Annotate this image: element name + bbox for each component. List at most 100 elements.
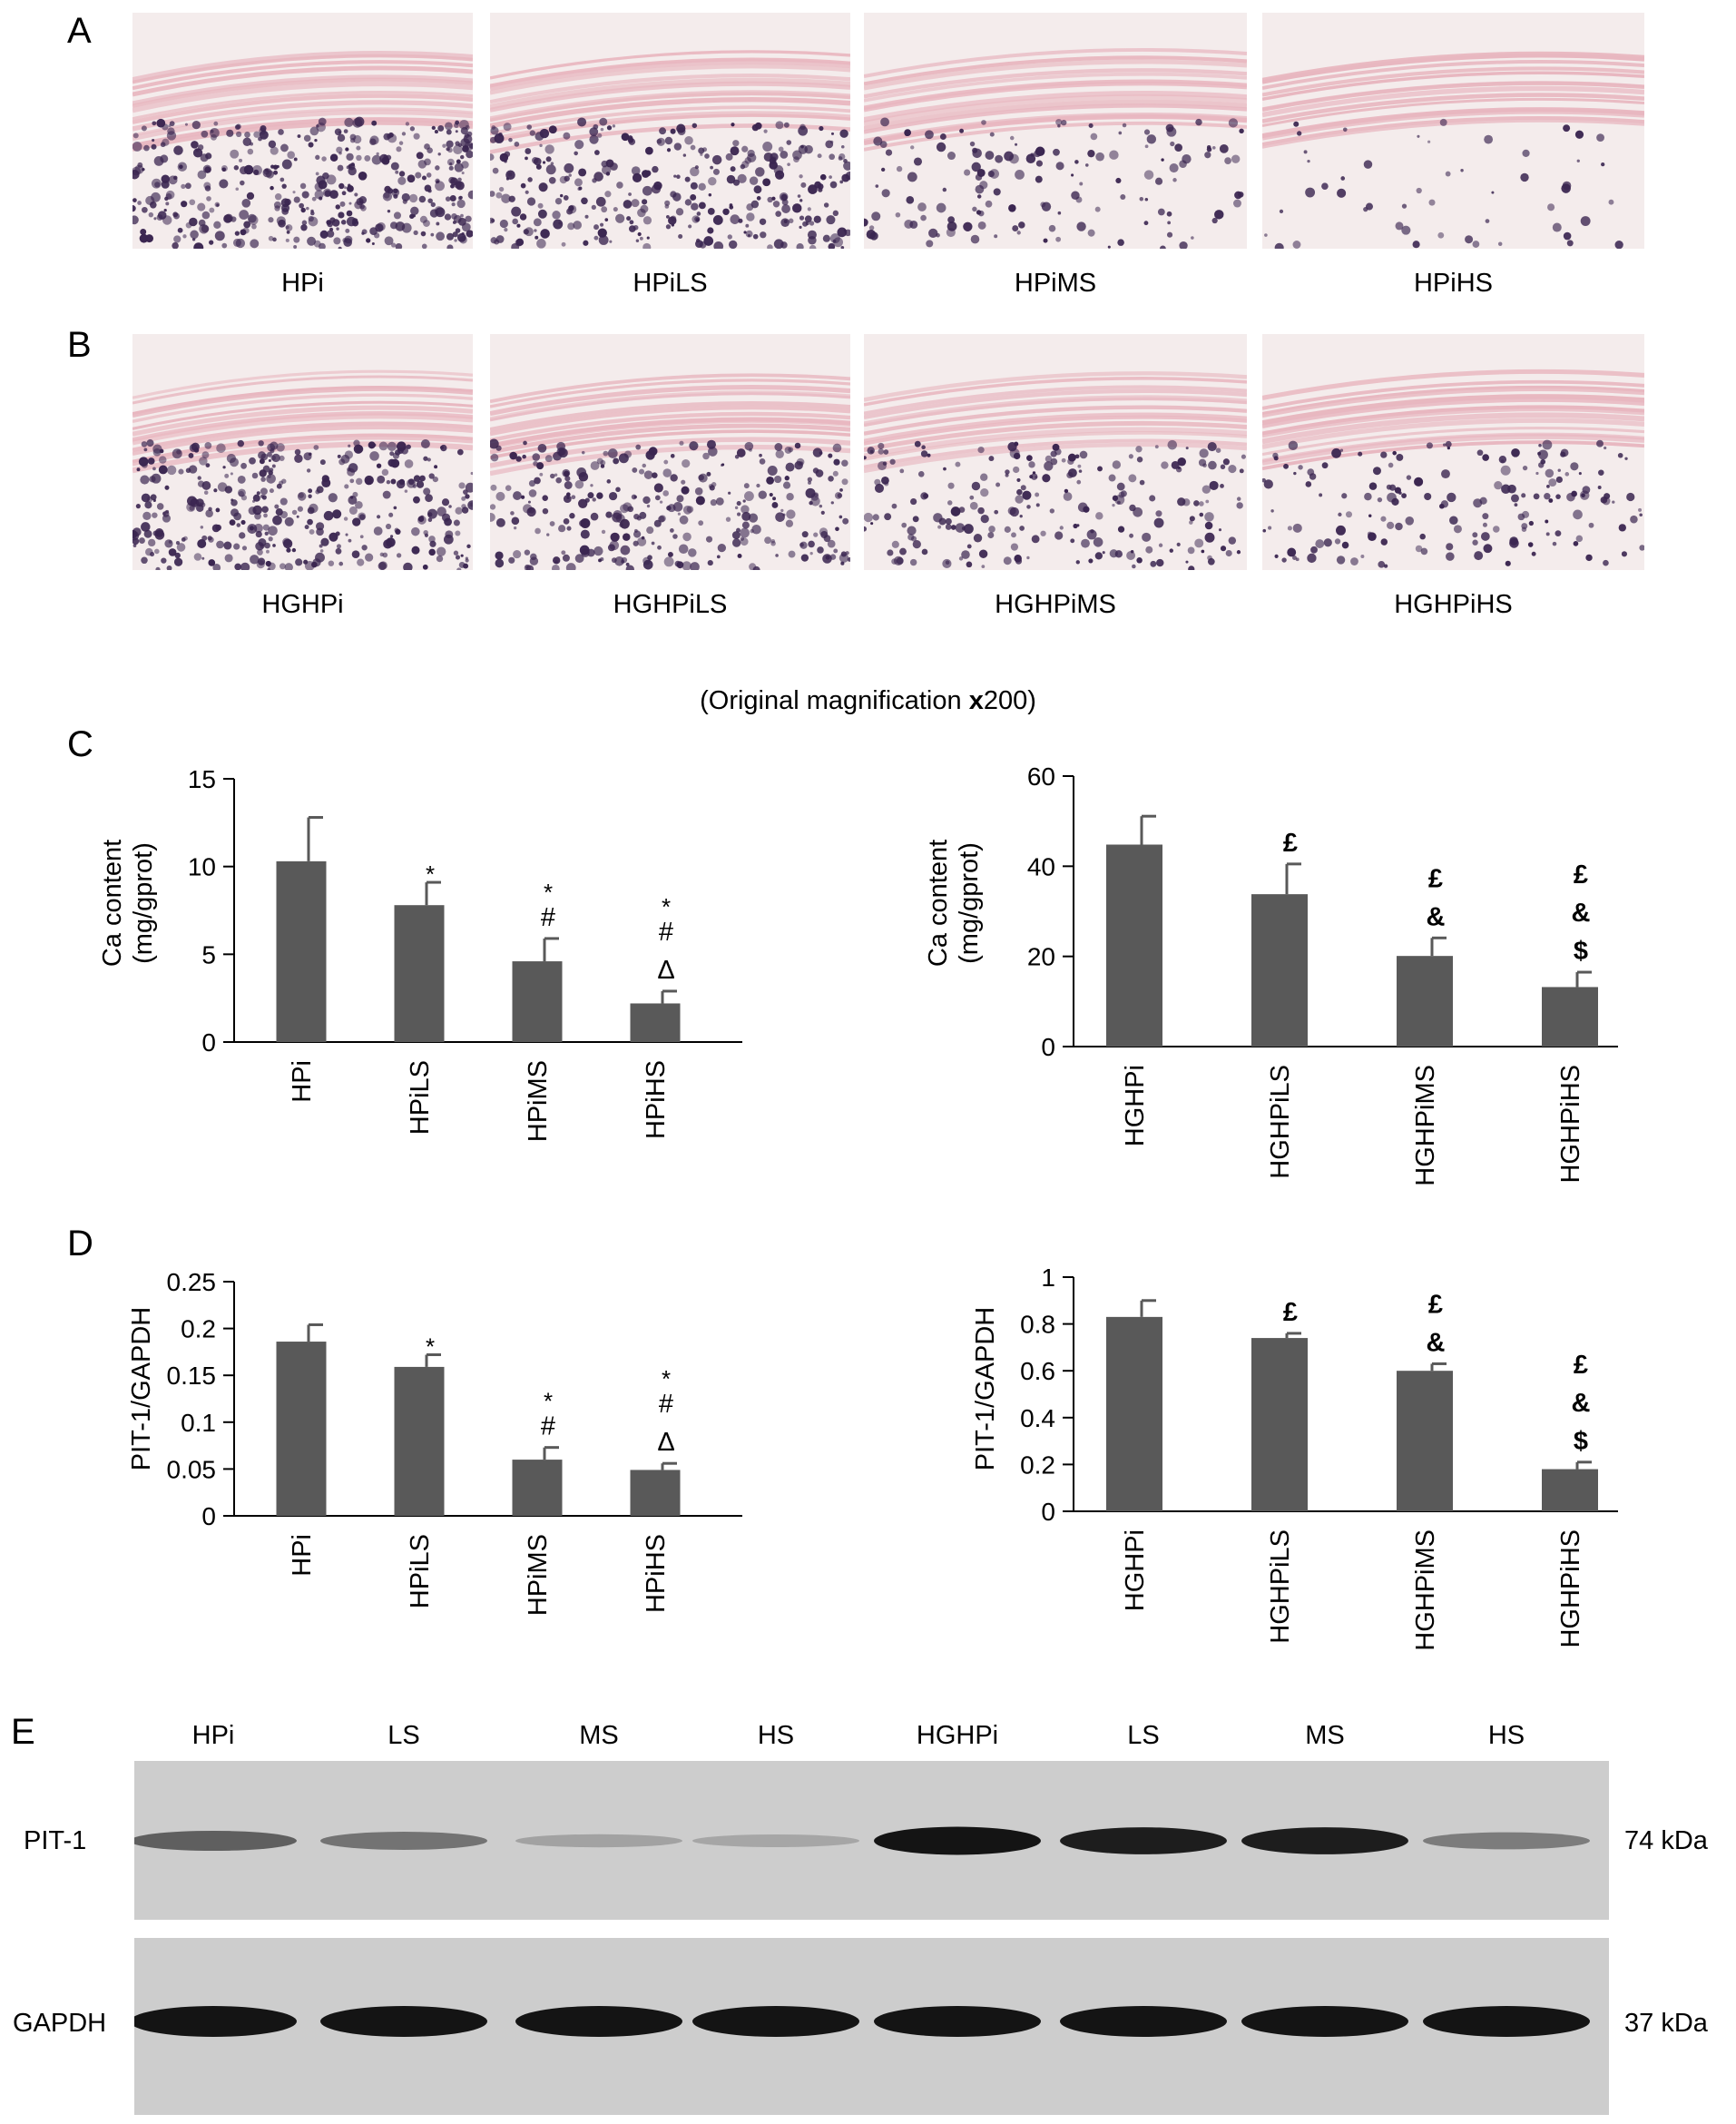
panel-letter-d: D bbox=[67, 1224, 93, 1264]
significance-mark: £ bbox=[1283, 829, 1298, 858]
significance-mark: & bbox=[1572, 1389, 1591, 1418]
error-bar bbox=[1575, 1460, 1592, 1470]
significance-mark: & bbox=[1427, 902, 1446, 931]
bar bbox=[276, 860, 327, 1042]
significance-mark: & bbox=[1572, 899, 1591, 928]
blot-band bbox=[874, 1826, 1041, 1855]
bar bbox=[1251, 894, 1308, 1047]
y-tick-label: 0.2 bbox=[1020, 1450, 1055, 1479]
histology-caption: HGHPiHS bbox=[1394, 590, 1513, 619]
blot-band bbox=[515, 1834, 682, 1848]
bar bbox=[394, 905, 445, 1042]
error-bar bbox=[1140, 814, 1156, 845]
magnification-prefix: (Original magnification bbox=[700, 686, 969, 715]
y-tick-label: 1 bbox=[1041, 1264, 1055, 1292]
y-tick-label: 0.1 bbox=[181, 1409, 216, 1437]
blot-lane-label: HGHPi bbox=[916, 1721, 999, 1750]
category-label: HPiHS bbox=[642, 1060, 671, 1139]
blot-band bbox=[134, 2006, 297, 2037]
bar bbox=[394, 1366, 445, 1516]
category-label: HGHPiLS bbox=[1266, 1529, 1295, 1644]
blot-lane-label: MS bbox=[1305, 1721, 1345, 1750]
significance-mark: $ bbox=[1574, 937, 1588, 966]
blot-membrane bbox=[134, 1938, 1609, 2115]
error-bar bbox=[1285, 862, 1301, 895]
blot-band bbox=[515, 2006, 682, 2037]
y-axis-label: PIT-1/GAPDH bbox=[971, 1307, 1000, 1471]
significance-mark: £ bbox=[1574, 1351, 1588, 1380]
panel-letter-a: A bbox=[67, 11, 92, 51]
category-label: HPiLS bbox=[406, 1060, 435, 1135]
significance-mark: # bbox=[659, 918, 673, 947]
bar bbox=[630, 1470, 681, 1516]
bar bbox=[1251, 1338, 1308, 1511]
y-tick-label: 0.6 bbox=[1020, 1357, 1055, 1385]
blot-band bbox=[1060, 2006, 1227, 2037]
y-axis-label: Ca content(mg/gprot) bbox=[98, 840, 158, 967]
magnification-x: x bbox=[968, 686, 984, 715]
category-label: HGHPi bbox=[1121, 1065, 1150, 1146]
blot-lane-label: LS bbox=[1127, 1721, 1160, 1750]
blot-band bbox=[692, 1834, 859, 1847]
blot-band bbox=[1423, 1832, 1590, 1850]
chart-pit1-hpi: 0 0.05 0.1 0.15 0.2 0.25 PIT-1/GAPDH HPi * HPiLS *… bbox=[0, 1253, 871, 1761]
panel-letter-e: E bbox=[11, 1712, 35, 1752]
bar bbox=[1397, 1371, 1453, 1511]
histology-caption: HPiMS bbox=[1014, 269, 1097, 298]
histology-caption: HGHPiMS bbox=[995, 590, 1116, 619]
significance-mark: * bbox=[662, 1365, 671, 1392]
histology-image bbox=[490, 13, 850, 249]
significance-mark: $ bbox=[1574, 1427, 1588, 1456]
panel-letter-c: C bbox=[67, 724, 93, 764]
blot-band bbox=[1423, 2006, 1590, 2037]
histology-image bbox=[1262, 334, 1644, 570]
significance-mark: * bbox=[544, 879, 553, 906]
y-tick-label: 0.8 bbox=[1020, 1311, 1055, 1339]
significance-mark: £ bbox=[1428, 864, 1443, 893]
significance-mark: & bbox=[1427, 1328, 1446, 1357]
y-tick-label: 0.15 bbox=[167, 1362, 217, 1390]
y-tick-label: 20 bbox=[1027, 943, 1055, 971]
blot-lane-label: HS bbox=[757, 1721, 795, 1750]
y-tick-label: 0 bbox=[1041, 1033, 1055, 1061]
blot-band bbox=[874, 2006, 1041, 2037]
blot-protein-label: PIT-1 bbox=[24, 1826, 87, 1855]
blot-protein-label: GAPDH bbox=[13, 2009, 107, 2038]
error-bar bbox=[543, 1446, 559, 1460]
bar bbox=[512, 961, 563, 1042]
y-tick-label: 0.2 bbox=[181, 1315, 216, 1343]
blot-size-label: 37 kDa bbox=[1624, 2009, 1708, 2038]
blot-band bbox=[134, 1830, 297, 1852]
error-bar bbox=[425, 880, 441, 906]
blot-band bbox=[692, 2006, 859, 2037]
histology-image bbox=[864, 13, 1247, 249]
bar bbox=[1106, 844, 1162, 1047]
chart-ca-content-hghpi: 0 20 40 60 Ca content(mg/gprot) HGHPi £ HGHPiLS… bbox=[871, 758, 1736, 1266]
category-label: HPiLS bbox=[406, 1534, 435, 1608]
error-bar bbox=[543, 937, 559, 962]
significance-mark: * bbox=[662, 893, 671, 920]
y-tick-label: 10 bbox=[188, 853, 216, 881]
histology-image bbox=[132, 334, 473, 570]
error-bar bbox=[1430, 936, 1447, 957]
blot-band bbox=[1241, 2006, 1408, 2037]
significance-mark: Δ bbox=[657, 956, 674, 985]
blot-band bbox=[320, 2006, 487, 2037]
bar bbox=[1542, 987, 1598, 1047]
histology-image bbox=[864, 334, 1247, 570]
category-label: HPi bbox=[288, 1534, 317, 1577]
y-axis-label: Ca content(mg/gprot) bbox=[924, 840, 984, 967]
category-label: HPiMS bbox=[524, 1060, 553, 1142]
blot-lane-label: HS bbox=[1487, 1721, 1525, 1750]
y-tick-label: 5 bbox=[201, 940, 216, 969]
y-tick-label: 0 bbox=[201, 1028, 216, 1057]
chart-ca-content-hpi: 0 5 10 15 Ca content(mg/gprot) HPi * HPiLS * # HPi… bbox=[0, 758, 871, 1266]
histology-image bbox=[1262, 13, 1644, 249]
y-tick-label: 15 bbox=[188, 765, 216, 793]
y-tick-label: 0.4 bbox=[1020, 1404, 1055, 1432]
histology-caption: HPi bbox=[281, 269, 324, 298]
histology-caption: HGHPi bbox=[261, 590, 344, 619]
y-tick-label: 40 bbox=[1027, 852, 1055, 880]
category-label: HGHPiMS bbox=[1411, 1529, 1440, 1651]
histology-caption: HPiHS bbox=[1413, 269, 1493, 298]
